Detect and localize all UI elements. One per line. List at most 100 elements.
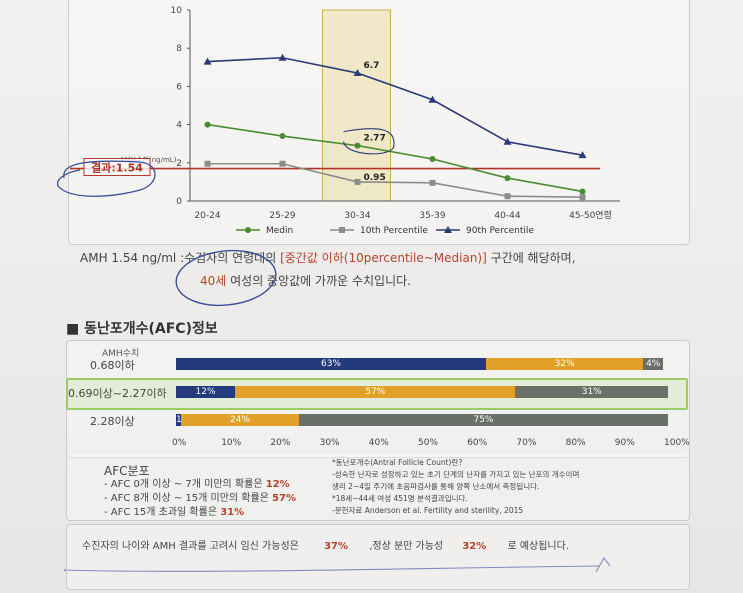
summary-panel	[66, 524, 690, 590]
afc-note-line: -성숙한 난자로 성장하고 있는 초기 단계의 난자를 가지고 있는 난포의 개…	[332, 470, 580, 479]
afc-bar-segment: 12%	[176, 386, 236, 398]
amh-comment-highlight: [중간값 이하(10percentile~Median)]	[280, 251, 487, 265]
afc-info-panel	[66, 454, 690, 521]
data-point	[279, 160, 286, 167]
afc-x-tick: 80%	[565, 438, 586, 448]
afc-bar: 12% 57% 31%	[176, 386, 668, 398]
data-point	[504, 175, 511, 182]
data-point	[429, 179, 436, 186]
data-point	[354, 178, 361, 185]
afc-bar-segment: 57%	[235, 386, 516, 398]
data-label: 6.7	[364, 61, 380, 71]
summary-part2: ,정상 분만 가능성	[369, 541, 444, 552]
pregnancy-probability: 37%	[324, 541, 348, 552]
amh-chart-panel	[68, 0, 690, 245]
data-point	[503, 137, 512, 145]
data-label: 2.77	[364, 134, 386, 144]
afc-x-tick: 20%	[270, 438, 291, 448]
afc-x-tick: 10%	[221, 438, 242, 448]
data-point	[504, 193, 511, 200]
data-point	[429, 155, 436, 162]
afc-note-line: *18세~44세 여성 451명 분석결과입니다.	[332, 494, 468, 503]
afc-distribution-value: 57%	[272, 493, 297, 504]
y-tick-label: 4	[176, 121, 182, 131]
x-tick-label: 30-34	[344, 211, 370, 221]
afc-bar-segment: 32%	[485, 358, 644, 370]
afc-bar: 63% 32% 4%	[176, 358, 668, 370]
legend-marker	[245, 227, 251, 233]
afc-distribution-item: - AFC 8개 이상 ~ 15개 미만의 확률은 57%	[104, 489, 296, 504]
amh-line-chart: 024681020-2425-2930-3435-3940-4445-50연령A…	[70, 6, 620, 236]
afc-note-line: -문헌자료 Anderson et al. Fertility and ster…	[332, 506, 524, 515]
amh-comment-part2: 구간에 해당하며,	[486, 251, 576, 265]
afc-x-tick: 50%	[418, 438, 439, 448]
afc-bar-segment: 1%	[176, 414, 181, 426]
afc-bar-segment: 63%	[176, 358, 486, 370]
y-tick-label: 2	[176, 159, 182, 169]
y-tick-label: 6	[176, 82, 182, 92]
afc-x-tick: 30%	[319, 438, 340, 448]
x-tick-label: 25-29	[269, 211, 295, 221]
y-tick-label: 8	[176, 44, 182, 54]
legend-label: 90th Percentile	[466, 226, 534, 236]
afc-bar-segment: 31%	[515, 386, 668, 398]
afc-bar-segment: 24%	[180, 414, 299, 426]
afc-distribution-value: 12%	[265, 479, 290, 490]
y-tick-label: 10	[171, 6, 183, 16]
series-line	[207, 56, 583, 156]
data-point	[578, 151, 587, 159]
afc-row-label: 0.68이하	[90, 359, 135, 372]
afc-distribution-text: - AFC 0개 이상 ~ 7개 미만의 확률은	[104, 479, 266, 490]
x-tick-label: 20-24	[194, 211, 220, 221]
afc-distribution-item: - AFC 15개 초과일 확률은 31%	[104, 503, 244, 518]
afc-x-tick: 90%	[614, 438, 635, 448]
summary-part1: 수진자의 나이와 AMH 결과를 고려시 임신 가능성은	[82, 541, 299, 552]
x-tick-label: 40-44	[494, 211, 520, 221]
afc-x-tick: 40%	[368, 438, 389, 448]
data-point	[354, 142, 361, 149]
legend-marker	[444, 226, 452, 233]
afc-distribution-title: AFC분포	[104, 464, 150, 478]
data-point	[204, 160, 211, 167]
legend-label: 10th Percentile	[360, 226, 428, 236]
afc-title-text: 동난포개수(AFC)정보	[84, 321, 218, 337]
afc-distribution-value: 31%	[220, 507, 245, 518]
afc-axis-header: AMH수치	[102, 349, 140, 359]
afc-distribution-item: - AFC 0개 이상 ~ 7개 미만의 확률은 12%	[104, 475, 290, 490]
data-point	[279, 133, 286, 140]
delivery-probability: 32%	[462, 541, 487, 552]
afc-note-line: 생리 2~4일 주기에 초음파검사를 통해 양쪽 난소에서 측정됩니다.	[332, 482, 540, 491]
data-label: 0.95	[364, 173, 386, 183]
amh-age-value: 40세	[200, 274, 227, 288]
y-tick-label: 0	[176, 197, 182, 207]
afc-bar-segment: 75%	[298, 414, 668, 426]
data-point	[203, 57, 212, 65]
afc-row-label: 2.28이상	[90, 415, 135, 428]
afc-section-title: ■ 동난포개수(AFC)정보	[66, 318, 218, 338]
data-point	[579, 188, 586, 195]
amh-comment-prefix: AMH 1.54 ng/ml	[80, 251, 177, 265]
afc-x-tick: 70%	[516, 438, 537, 448]
afc-x-tick: 0%	[172, 438, 187, 448]
x-tick-label: 45-50연령	[569, 209, 612, 221]
afc-bar-segment: 4%	[643, 358, 664, 370]
afc-distribution-text: - AFC 8개 이상 ~ 15개 미만의 확률은	[104, 493, 273, 504]
legend-label: Medin	[266, 226, 293, 236]
data-point	[428, 95, 437, 103]
summary-part3: 로 예상됩니다.	[507, 541, 569, 552]
legend-marker	[339, 227, 345, 233]
data-point	[204, 121, 211, 128]
afc-row-label: 0.69이상~2.27이하	[68, 387, 167, 400]
handwritten-box	[342, 128, 395, 155]
series-line	[207, 123, 583, 193]
x-tick-label: 35-39	[419, 211, 445, 221]
data-point	[353, 69, 362, 77]
summary-line: 수진자의 나이와 AMH 결과를 고려시 임신 가능성은 37% ,정상 분만 …	[82, 537, 569, 552]
square-bullet-icon: ■	[66, 321, 80, 337]
data-point	[579, 194, 586, 201]
result-label: 결과:1.54	[91, 161, 143, 175]
series-line	[207, 162, 583, 198]
afc-bar: 1%24%75%	[176, 414, 668, 426]
